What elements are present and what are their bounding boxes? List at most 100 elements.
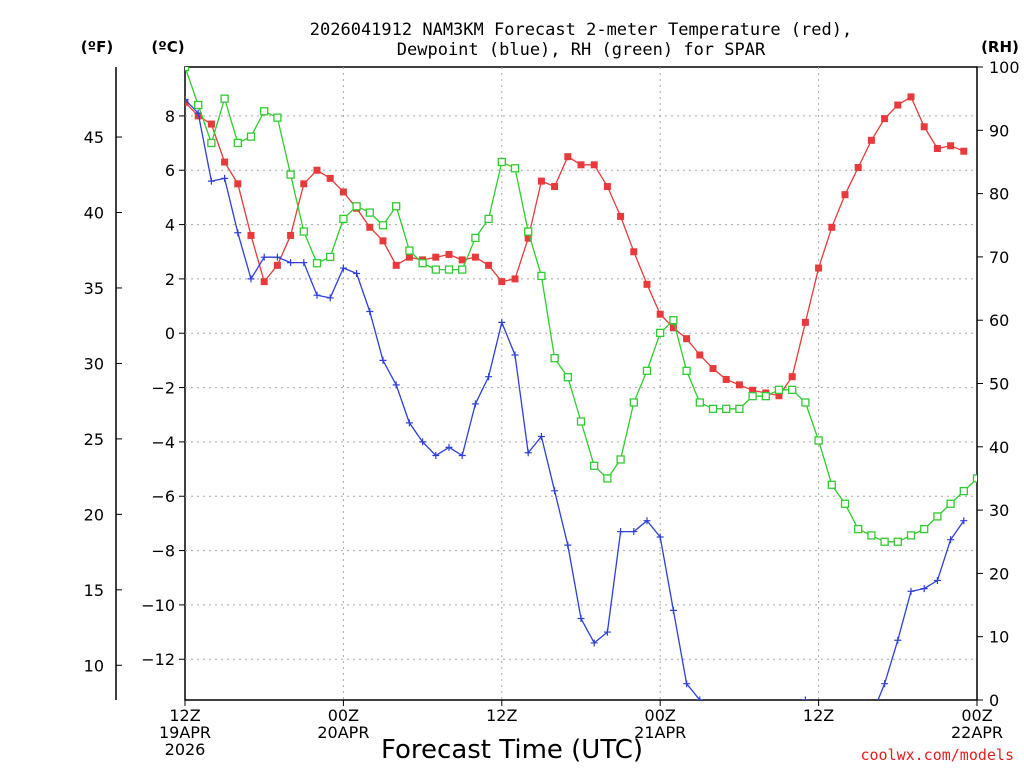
dewpoint-point (603, 628, 611, 636)
dewpoint-point (537, 432, 545, 440)
dewpoint-point (933, 576, 941, 584)
rh-point (590, 461, 599, 470)
temperature-point (537, 177, 545, 185)
temperature-point (630, 248, 638, 256)
dewpoint-point (458, 451, 466, 459)
rh-point (524, 227, 533, 236)
temperature-point (709, 365, 717, 373)
temperature-point (524, 234, 532, 242)
celsius-tick-label: 0 (165, 324, 175, 343)
x-tick-label: 21APR (634, 723, 686, 742)
temperature-point (801, 318, 809, 326)
dewpoint-point (419, 438, 427, 446)
dewpoint-point (485, 373, 493, 381)
dewpoint-point (551, 487, 559, 495)
dewpoint-point (445, 443, 453, 451)
rh-tick-label: 30 (989, 501, 1009, 520)
rh-tick-label: 90 (989, 121, 1009, 140)
x-tick-label: 00Z (645, 706, 676, 725)
rh-tick-label: 100 (989, 58, 1020, 77)
series-line-2 (185, 67, 977, 543)
temperature-point (735, 381, 743, 389)
dewpoint-point (855, 721, 862, 728)
dewpoint-point (920, 585, 928, 593)
dewpoint-point (723, 716, 730, 723)
temperature-point (326, 174, 334, 182)
temperature-point (366, 223, 374, 231)
rh-point (458, 265, 467, 274)
rh-point (616, 455, 625, 464)
rh-tick-label: 80 (989, 185, 1009, 204)
rh-point (550, 354, 559, 363)
temperature-point (656, 310, 664, 318)
rh-point (827, 480, 836, 489)
dewpoint-point (577, 614, 585, 622)
temperature-point (933, 145, 941, 153)
dewpoint-point (907, 587, 915, 595)
dewpoint-point (617, 528, 625, 536)
rh-point (959, 486, 968, 496)
temperature-point (471, 253, 479, 261)
rh-point (484, 214, 493, 224)
celsius-tick-label: −2 (151, 379, 175, 398)
x-tick-label: 12Z (486, 706, 517, 725)
rh-point (312, 259, 322, 268)
rh-point (629, 398, 638, 407)
dewpoint-point (894, 636, 902, 644)
dewpoint-point (432, 451, 440, 459)
dewpoint-point (326, 294, 334, 302)
rh-point (537, 271, 546, 281)
rh-point (431, 265, 440, 274)
rh-point (814, 436, 823, 445)
rh-point (735, 404, 744, 413)
rh-point (880, 537, 889, 546)
rh-point (603, 474, 612, 483)
dewpoint-point (313, 291, 321, 299)
dewpoint-point (287, 259, 295, 267)
dewpoint-point (776, 707, 783, 714)
dewpoint-point (696, 696, 704, 700)
dewpoint-point (353, 269, 361, 277)
dewpoint-point (947, 536, 955, 544)
celsius-tick-label: −4 (151, 433, 175, 452)
temperature-point (828, 223, 836, 231)
rh-point (748, 392, 757, 401)
dewpoint-point (881, 680, 889, 688)
credit-label: coolwx.com/models (860, 746, 1014, 764)
temperature-point (669, 324, 677, 332)
rh-point (273, 113, 282, 122)
fahrenheit-tick-label: 25 (84, 430, 104, 449)
x-tick-label: 2026 (165, 740, 206, 759)
celsius-tick-label: 8 (165, 107, 175, 126)
celsius-tick-label: −8 (151, 542, 175, 561)
x-tick-label: 12Z (169, 706, 200, 725)
dewpoint-point (471, 400, 479, 408)
rh-point (854, 524, 863, 534)
rh-point (972, 474, 977, 483)
temperature-point (920, 123, 928, 131)
celsius-tick-label: −10 (141, 596, 175, 615)
dewpoint-point (643, 517, 651, 525)
rh-point (920, 524, 929, 534)
fahrenheit-tick-label: 40 (84, 203, 104, 222)
fahrenheit-tick-label: 35 (84, 279, 104, 298)
temperature-point (960, 147, 968, 155)
celsius-unit-label: (ºC) (151, 38, 184, 56)
temperature-point (683, 335, 691, 343)
dewpoint-point (234, 229, 242, 237)
rh-point (185, 67, 190, 72)
temperature-point (775, 392, 783, 400)
dewpoint-point (630, 528, 638, 536)
chart-title-line-1: 2026041912 NAM3KM Forecast 2-meter Tempe… (310, 20, 852, 40)
dewpoint-point (366, 308, 374, 316)
temperature-point (221, 158, 229, 166)
x-tick-label: 12Z (803, 706, 834, 725)
rh-tick-label: 10 (989, 628, 1009, 647)
temperature-point (643, 280, 651, 288)
celsius-tick-label: 4 (165, 216, 175, 235)
rh-point (326, 252, 335, 262)
dewpoint-point (736, 713, 743, 720)
dewpoint-point (683, 680, 691, 688)
rh-point (788, 385, 797, 394)
rh-point (365, 208, 374, 217)
